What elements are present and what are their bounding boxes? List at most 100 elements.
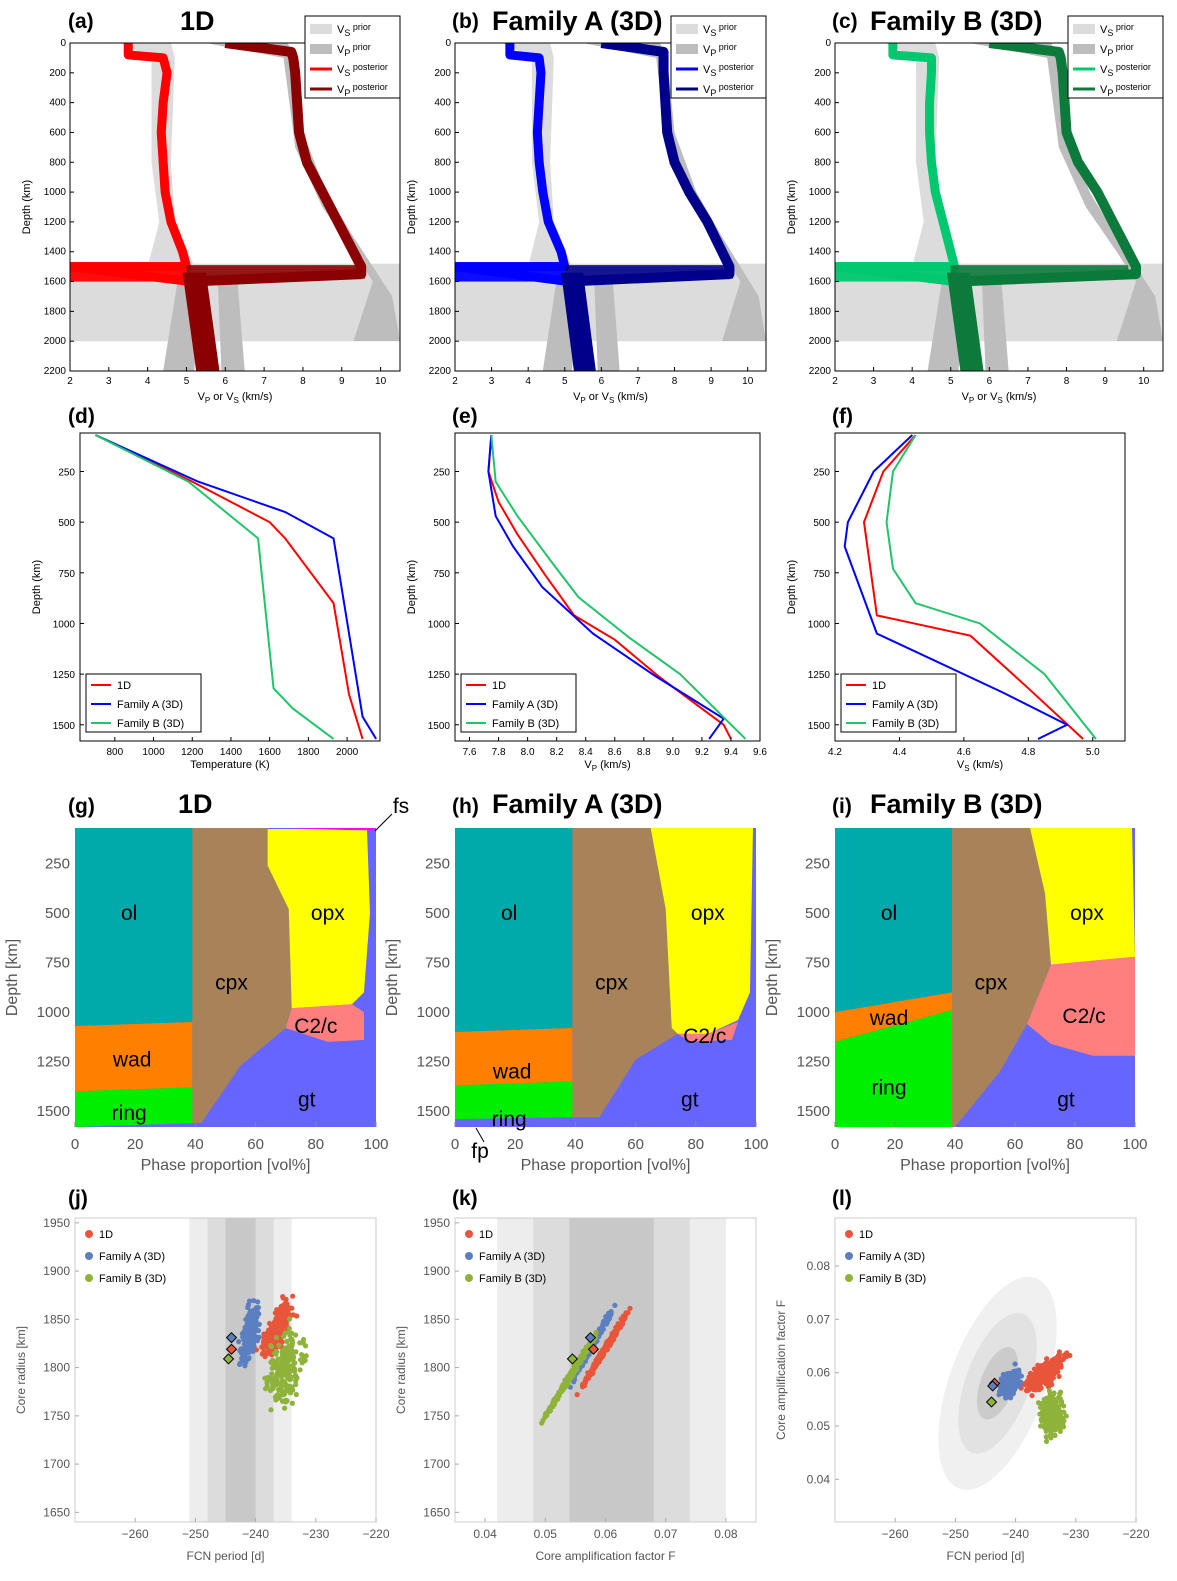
panel-label-a: (a) <box>68 10 94 33</box>
x-tick-label: 9.2 <box>695 747 709 758</box>
phase-region-ol <box>75 828 193 1027</box>
phase-label: gt <box>298 1088 316 1111</box>
phase-label: ring <box>871 1076 906 1099</box>
data-point <box>279 1352 286 1359</box>
x-axis-label: Phase proportion [vol%] <box>900 1157 1070 1174</box>
y-tick-label: 250 <box>45 856 70 873</box>
x-axis-label: FCN period [d] <box>946 1549 1024 1563</box>
y-tick-label: 1850 <box>423 1312 450 1326</box>
x-axis-label: Phase proportion [vol%] <box>521 1157 691 1174</box>
line-e-2 <box>490 434 747 740</box>
y-tick-label: 1250 <box>428 670 451 681</box>
x-tick-label: 1800 <box>297 747 320 758</box>
y-tick-label: 200 <box>814 68 831 79</box>
phase-region-cpx <box>192 828 292 1124</box>
x-tick-label: 4.4 <box>892 747 906 758</box>
x-tick-label: 8 <box>1064 376 1070 387</box>
y-tick-label: 1950 <box>423 1216 450 1230</box>
data-point <box>1044 1356 1050 1362</box>
y-tick-label: 800 <box>814 157 831 168</box>
best-fit-marker <box>225 1332 238 1344</box>
data-point <box>1063 1354 1069 1360</box>
phase-label: ol <box>501 902 517 925</box>
data-point <box>1029 1392 1035 1399</box>
data-point <box>277 1311 283 1317</box>
data-point <box>299 1360 305 1366</box>
y-tick-label: 1250 <box>417 1054 450 1071</box>
phase-label: cpx <box>595 971 628 994</box>
panel-title-a: 1D <box>180 6 215 36</box>
legend-swatch <box>1073 24 1095 34</box>
y-tick-label: 250 <box>425 856 450 873</box>
phase-label: wad <box>492 1061 532 1084</box>
vp-prior-band-lower2 <box>981 274 1009 371</box>
data-point <box>282 1330 288 1336</box>
vs-posterior-transition <box>70 262 187 282</box>
x-tick-label: −260 <box>122 1527 149 1541</box>
data-point <box>1044 1414 1050 1420</box>
data-point <box>236 1339 242 1345</box>
x-tick-label: 7 <box>1025 376 1031 387</box>
data-point <box>1039 1402 1046 1408</box>
data-point <box>1012 1361 1018 1367</box>
data-point <box>1018 1379 1024 1385</box>
data-point <box>284 1347 290 1354</box>
data-point <box>287 1316 293 1322</box>
y-axis-label: Depth (km) <box>786 180 798 234</box>
y-tick-label: 750 <box>813 569 830 580</box>
panel-label-e: (e) <box>452 405 478 428</box>
y-axis-label: Core amplification factor F <box>774 1300 788 1440</box>
data-point <box>262 1386 269 1392</box>
data-point <box>273 1334 280 1341</box>
phase-label: C2/c <box>683 1025 726 1048</box>
y-tick-label: 1650 <box>423 1505 450 1519</box>
legend-entry: Family B (3D) <box>117 718 184 730</box>
plot-area-a <box>70 43 400 371</box>
phase-region-wad <box>75 1022 193 1092</box>
data-point <box>255 1336 261 1343</box>
y-tick-label: 1500 <box>797 1103 830 1120</box>
phase-label: C2/c <box>294 1015 337 1038</box>
x-tick-label: 60 <box>247 1136 264 1153</box>
legend-entry: Family A (3D) <box>479 1251 545 1263</box>
x-tick-label: 40 <box>567 1136 584 1153</box>
data-point <box>1035 1400 1042 1406</box>
data-point <box>263 1338 269 1345</box>
panel-label-i: (i) <box>832 795 852 818</box>
legend-swatch <box>845 1252 853 1260</box>
data-point <box>618 1324 624 1330</box>
data-point <box>1057 1396 1063 1402</box>
vp-posterior-transition <box>950 265 1129 279</box>
legend-swatch <box>1073 67 1095 71</box>
x-tick-label: −250 <box>942 1527 969 1541</box>
vp-posterior-transition <box>564 265 734 279</box>
data-point <box>627 1305 633 1311</box>
legend-swatch <box>310 87 332 91</box>
phase-label-fs: fs <box>393 795 409 818</box>
x-tick-label: −220 <box>1122 1527 1149 1541</box>
x-tick-label: 0.06 <box>594 1527 618 1541</box>
data-point <box>286 1305 292 1311</box>
x-axis-label: FCN period [d] <box>186 1549 264 1563</box>
x-tick-label: 0 <box>71 1136 79 1153</box>
data-point <box>1046 1410 1053 1416</box>
data-point <box>614 1326 620 1332</box>
y-tick-label: 1250 <box>797 1054 830 1071</box>
y-tick-label: 500 <box>433 518 450 529</box>
y-tick-label: 200 <box>49 68 66 79</box>
data-point <box>588 1369 594 1375</box>
data-point <box>1040 1408 1047 1414</box>
x-tick-label: 20 <box>127 1136 144 1153</box>
data-point <box>1052 1400 1058 1406</box>
data-point <box>293 1332 299 1338</box>
y-tick-label: 1900 <box>43 1264 70 1278</box>
y-tick-label: 2000 <box>44 336 67 347</box>
vp-prior-band <box>970 43 1163 342</box>
phase-region-cpx <box>952 828 1051 1127</box>
x-tick-label: 8 <box>300 376 306 387</box>
data-point <box>243 1359 249 1365</box>
data-point <box>593 1329 599 1335</box>
x-tick-label: 60 <box>1007 1136 1024 1153</box>
phase-region-opx <box>1030 828 1135 965</box>
